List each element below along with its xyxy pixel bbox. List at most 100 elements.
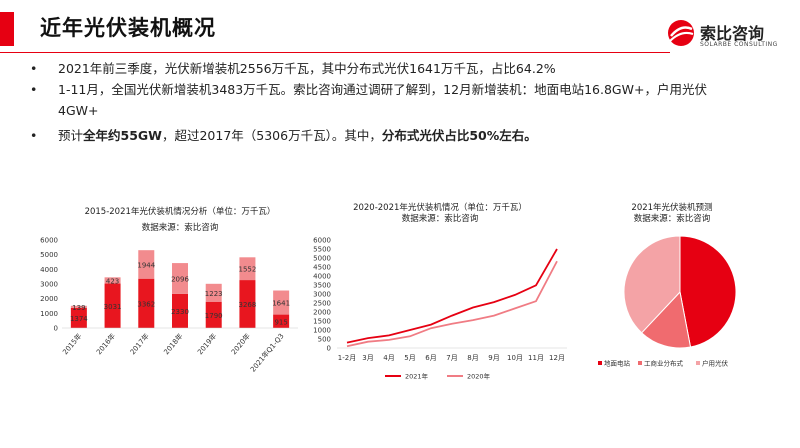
line-x-tick-label: 8月 bbox=[467, 354, 478, 362]
pie-legend-swatch bbox=[598, 361, 602, 365]
line-legend-label: 2020年 bbox=[467, 372, 491, 381]
bar-segment-top bbox=[273, 290, 290, 315]
bar-data-label: 139 bbox=[72, 304, 85, 312]
bar-y-tick-label: 1000 bbox=[40, 310, 58, 318]
bullet-3-text-b: ，超过2017年（5306万千瓦）。其中， bbox=[161, 128, 382, 143]
line-chart-source: 数据来源：索比咨询 bbox=[402, 213, 479, 224]
line-x-tick-label: 1-2月 bbox=[338, 354, 356, 362]
logo-subtitle: SOLARBE CONSULTING bbox=[700, 41, 778, 48]
bar-y-tick-label: 3000 bbox=[40, 281, 58, 289]
bar-data-label: 2330 bbox=[171, 308, 189, 316]
bar-segment-bottom bbox=[273, 314, 290, 328]
bar-y-tick-label: 5000 bbox=[40, 251, 58, 259]
line-y-tick-label: 500 bbox=[318, 336, 331, 344]
line-chart-panel: 2020-2021年光伏装机情况（单位：万千瓦） 数据来源：索比咨询 0 500 1… bbox=[305, 198, 575, 438]
bar-data-label: 3031 bbox=[104, 303, 122, 311]
line-y-tick-label: 1000 bbox=[313, 327, 331, 335]
title-accent-bar bbox=[0, 12, 14, 46]
line-x-tick-label: 6月 bbox=[425, 354, 436, 362]
bar-data-label: 1552 bbox=[239, 266, 257, 274]
company-logo: 索比咨询 SOLARBE CONSULTING bbox=[666, 18, 786, 58]
bar-y-tick-label: 6000 bbox=[40, 237, 58, 245]
bar-data-label: 915 bbox=[274, 318, 287, 326]
pie-chart-title: 2021年光伏装机预测 bbox=[631, 202, 712, 213]
line-y-tick-label: 5500 bbox=[313, 246, 331, 254]
bar-segment-bottom bbox=[172, 293, 188, 328]
bar-segment-top bbox=[172, 263, 188, 294]
bar-segment-bottom bbox=[239, 280, 256, 328]
bullet-2-text: 1-11月，全国光伏新增装机3483万千瓦。索比咨询通过调研了解到，12月新增装… bbox=[58, 82, 707, 118]
pie-legend-label: 户用光伏 bbox=[702, 359, 729, 368]
pie-legend-swatch bbox=[638, 361, 642, 365]
bar-chart-title: 2015-2021年光伏装机情况分析（单位：万千瓦） bbox=[85, 206, 276, 217]
bullet-1-text: 2021年前三季度，光伏新增装机2556万千瓦，其中分布式光伏1641万千瓦，占… bbox=[58, 61, 556, 76]
bar-x-tick-label: 2020年 bbox=[229, 332, 252, 357]
pie-slice bbox=[640, 290, 692, 349]
line-y-tick-label: 5000 bbox=[313, 255, 331, 263]
line-y-tick-label: 6000 bbox=[313, 237, 331, 245]
bullet-item-1: 2021年前三季度，光伏新增装机2556万千瓦，其中分布式光伏1641万千瓦，占… bbox=[30, 58, 730, 79]
bar-data-label: 423 bbox=[106, 277, 119, 285]
bullet-3-highlight-b: 分布式光伏占比50%左右。 bbox=[381, 128, 537, 143]
pie-chart: 2021年光伏装机预测 数据来源：索比咨询 地面电站 工商业分布式 户用光伏 bbox=[598, 202, 737, 368]
bar-segment-top bbox=[239, 257, 256, 281]
bullet-3-text-a: 预计 bbox=[58, 128, 84, 143]
pie-chart-source: 数据来源：索比咨询 bbox=[634, 213, 711, 224]
line-y-tick-label: 1500 bbox=[313, 318, 331, 326]
line-y-tick-label: 3500 bbox=[313, 282, 331, 290]
line-y-tick-label: 4000 bbox=[313, 273, 331, 281]
bar-x-tick-label: 2021年Q1-Q3 bbox=[248, 332, 285, 374]
bar-x-tick-label: 2017年 bbox=[128, 332, 151, 357]
line-x-tick-label: 11月 bbox=[528, 354, 544, 362]
bar-x-tick-label: 2016年 bbox=[94, 332, 117, 357]
bar-y-tick-label: 4000 bbox=[40, 266, 58, 274]
bar-segment-top bbox=[104, 277, 121, 284]
bar-segment-top bbox=[70, 305, 87, 308]
line-y-tick-label: 3000 bbox=[313, 291, 331, 299]
bar-x-tick-label: 2018年 bbox=[162, 332, 185, 357]
bar-data-label: 1944 bbox=[137, 261, 155, 269]
pie-slice bbox=[679, 235, 737, 348]
line-x-tick-label: 7月 bbox=[446, 354, 457, 362]
line-x-tick-label: 4月 bbox=[383, 354, 394, 362]
line-chart-title: 2020-2021年光伏装机情况（单位：万千瓦） bbox=[353, 202, 527, 213]
bar-data-label: 3362 bbox=[137, 300, 155, 308]
bar-segment-bottom bbox=[138, 278, 155, 328]
line-chart: 2020-2021年光伏装机情况（单位：万千瓦） 数据来源：索比咨询 05001… bbox=[313, 202, 567, 381]
line-y-tick-label: 2000 bbox=[313, 309, 331, 317]
line-x-tick-label: 3月 bbox=[362, 354, 373, 362]
bar-chart: 2015-2021年光伏装机情况分析（单位：万千瓦） 数据来源：索比咨询 0 10… bbox=[40, 206, 298, 374]
line-legend-label: 2021年 bbox=[405, 372, 429, 381]
line-y-tick-label: 4500 bbox=[313, 264, 331, 272]
bar-segment-top bbox=[205, 283, 222, 302]
line-x-tick-label: 10月 bbox=[507, 354, 523, 362]
bar-data-label: 1641 bbox=[272, 300, 290, 308]
bar-segment-bottom bbox=[104, 283, 121, 328]
bar-segment-bottom bbox=[70, 307, 87, 328]
line-x-tick-label: 12月 bbox=[549, 354, 565, 362]
bar-x-tick-label: 2015年 bbox=[61, 332, 84, 357]
summary-bullets: 2021年前三季度，光伏新增装机2556万千瓦，其中分布式光伏1641万千瓦，占… bbox=[30, 58, 730, 146]
bar-segment-bottom bbox=[205, 301, 222, 328]
pie-slice bbox=[623, 235, 681, 334]
logo-mark-icon bbox=[668, 20, 694, 46]
bar-data-label: 1374 bbox=[70, 315, 88, 323]
logo-name: 索比咨询 bbox=[700, 24, 765, 43]
bar-data-label: 1790 bbox=[205, 312, 223, 320]
pie-legend-swatch bbox=[696, 361, 700, 365]
bar-segment-top bbox=[138, 250, 155, 279]
bar-data-label: 1223 bbox=[205, 290, 223, 298]
pie-legend-label: 地面电站 bbox=[604, 359, 631, 368]
line-y-tick-label: 0 bbox=[327, 345, 331, 353]
bullet-item-2: 1-11月，全国光伏新增装机3483万千瓦。索比咨询通过调研了解到，12月新增装… bbox=[30, 79, 730, 121]
line-series-2020年 bbox=[346, 260, 558, 348]
line-series-2021年 bbox=[346, 248, 558, 344]
line-x-tick-label: 9月 bbox=[488, 354, 499, 362]
bullet-3-highlight-a: 全年约55GW bbox=[83, 128, 162, 143]
pie-legend-label: 工商业分布式 bbox=[644, 359, 684, 368]
bar-chart-panel: 2015-2021年光伏装机情况分析（单位：万千瓦） 数据来源：索比咨询 0 10… bbox=[20, 198, 310, 438]
bar-y-tick-label: 2000 bbox=[40, 295, 58, 303]
bar-x-tick-label: 2019年 bbox=[195, 332, 218, 357]
line-x-tick-label: 5月 bbox=[404, 354, 415, 362]
line-y-tick-label: 2500 bbox=[313, 300, 331, 308]
